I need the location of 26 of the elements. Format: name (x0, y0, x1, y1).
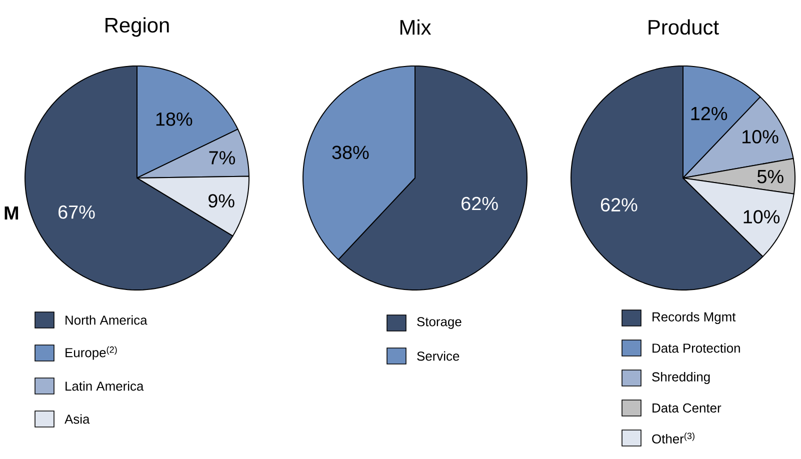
data-label: 10% (744, 210, 780, 224)
data-label: 38% (332, 146, 369, 160)
text: M (4, 206, 18, 220)
data-label: 5% (757, 170, 784, 184)
legend-label: Data Protection (652, 343, 740, 353)
data-label: 67% (58, 205, 95, 219)
legend-label: Other$^{(3)}$ (652, 432, 694, 444)
legend-label: Data Center (652, 403, 722, 413)
legend-label: Asia (64, 414, 90, 424)
legend-label: Storage (417, 317, 462, 329)
data-label: 18% (156, 112, 192, 126)
legend-label: Europe$^{(2)}$ (66, 346, 117, 360)
legend-label: North America (66, 315, 148, 325)
data-label: 12% (691, 106, 728, 120)
data-label: 9% (208, 194, 234, 208)
data-label: 10% (742, 130, 778, 144)
legend-label: Shredding (652, 372, 710, 384)
chart-title: Region (106, 17, 169, 37)
data-label: 62% (462, 196, 498, 210)
legend-label: Service (417, 351, 460, 361)
chart-title: Mix (400, 19, 432, 35)
data-label: 62% (600, 198, 638, 212)
data-label: 7% (209, 151, 236, 164)
legend-label: Records Mgmt (652, 312, 736, 324)
chart-title: Product (648, 19, 719, 35)
legend-label: Latin America (66, 381, 144, 391)
